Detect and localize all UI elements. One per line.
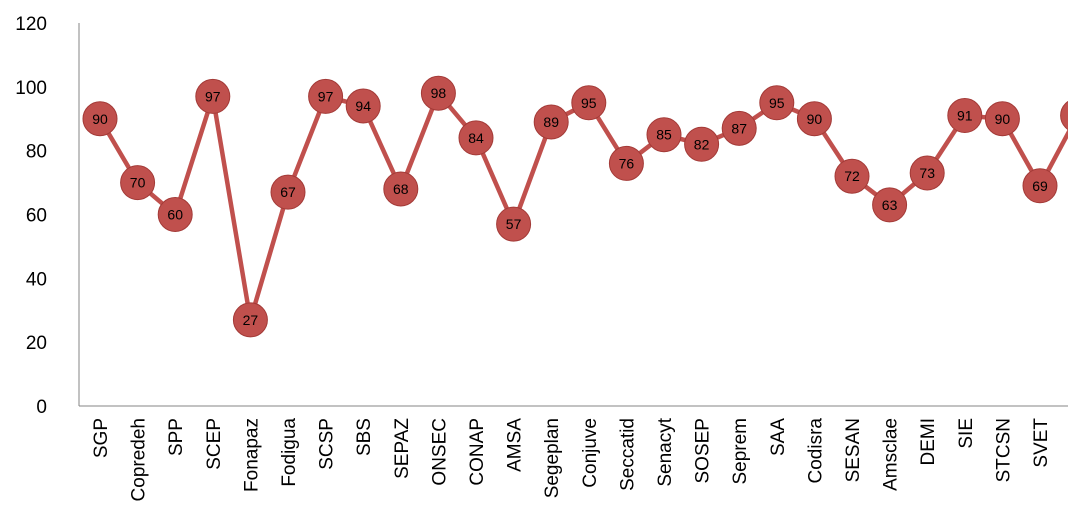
x-tick-label: Seccatid [617,418,638,491]
x-tick-label: DEMI [918,418,939,466]
data-label: 97 [318,88,334,104]
data-point-marker [345,88,381,124]
x-tick-label: Copredeh [129,418,150,501]
data-point-marker [721,110,757,146]
data-label: 90 [807,111,823,127]
data-point-marker [759,85,795,121]
data-points: 90 70 60 97 27 67 97 94 68 98 84 57 89 95 76 85 82 87 95 90… [82,75,1068,338]
data-point-marker [270,174,306,210]
x-tick-label: CONAP [467,418,488,486]
x-axis-ticks: SGP Copredeh SPP SCEP Fonapaz Fodigua SCSP SBS S… [91,417,1052,501]
axes [78,23,1068,407]
data-point-marker [834,158,870,194]
data-label: 89 [543,114,559,130]
data-label: 76 [619,155,635,171]
y-tick-label: 120 [15,14,47,35]
data-point-marker [571,85,607,121]
data-point-marker [157,197,193,232]
x-tick-label: Codisra [805,418,826,484]
data-point-marker [420,75,456,111]
data-label: 91 [957,108,973,124]
data-label: 94 [355,98,371,114]
data-point-marker [684,126,720,162]
data-point-marker [195,78,231,114]
data-label: 84 [468,130,484,146]
y-tick-label: 80 [26,142,47,163]
data-label: 97 [205,88,221,104]
data-point-marker [383,171,419,207]
data-point-marker [796,101,832,137]
data-label: 72 [844,168,860,184]
data-point-marker [533,104,569,140]
y-tick-label: 0 [36,397,47,418]
x-tick-label: SESAN [843,418,864,482]
data-point-marker [120,165,156,201]
data-point-marker [909,155,945,191]
data-label: 82 [694,136,710,152]
data-point-marker [947,98,983,134]
data-label: 90 [995,111,1011,127]
x-tick-label: SCSP [317,418,338,470]
series-line [98,90,1068,323]
y-tick-label: 40 [26,269,47,290]
x-tick-label: SAA [768,418,789,456]
x-tick-label: Senacyt [655,417,676,486]
data-label: 85 [656,127,672,143]
data-point-marker [872,187,908,223]
y-tick-label: 100 [15,78,47,99]
y-axis-ticks: 0 20 40 60 80 100 120 [15,14,47,418]
x-tick-label: Amsclae [881,418,902,491]
x-tick-label: SEPAZ [392,418,413,479]
x-tick-label: SPP [166,418,187,456]
data-label: 95 [581,95,597,111]
x-tick-label: SGP [91,418,112,458]
series-line-path [98,90,1068,323]
data-label: 27 [243,312,259,328]
x-tick-label: STCSN [993,418,1014,482]
data-label: 69 [1032,178,1048,194]
data-label: 98 [431,85,447,101]
data-label: 70 [130,175,146,191]
data-point-marker [646,117,682,153]
x-tick-label: SOSEP [693,418,714,483]
data-point-marker [496,206,532,242]
data-point-marker [458,120,494,156]
data-point-marker [984,101,1020,137]
x-tick-label: SIE [956,418,977,449]
y-tick-label: 60 [26,206,47,227]
data-label: 87 [731,120,747,136]
x-tick-label: ONSEC [429,418,450,486]
data-point-marker [308,78,344,114]
x-tick-label: Segeplan [542,418,563,498]
data-label: 60 [167,207,183,223]
data-point-marker [1022,168,1058,204]
data-label: 63 [882,197,898,213]
x-tick-label: Fonapaz [241,418,262,492]
x-tick-label: Seprem [730,418,751,485]
x-tick-label: Fodigua [279,418,300,487]
data-label: 68 [393,181,409,197]
data-point-marker [1060,100,1068,131]
data-point-marker [232,302,268,338]
x-tick-label: SBS [354,418,375,456]
data-label: 90 [92,111,108,127]
x-tick-label: AMSA [505,418,526,472]
data-label: 73 [919,165,935,181]
y-tick-label: 20 [26,333,47,354]
x-tick-label: SVET [1031,418,1052,468]
data-label: 67 [280,184,296,200]
data-label: 95 [769,95,785,111]
x-tick-label: SCEP [204,418,225,470]
x-tick-label: Conjuve [580,418,601,488]
data-point-marker [82,101,118,137]
data-point-marker [608,145,644,181]
data-label: 57 [506,216,522,232]
